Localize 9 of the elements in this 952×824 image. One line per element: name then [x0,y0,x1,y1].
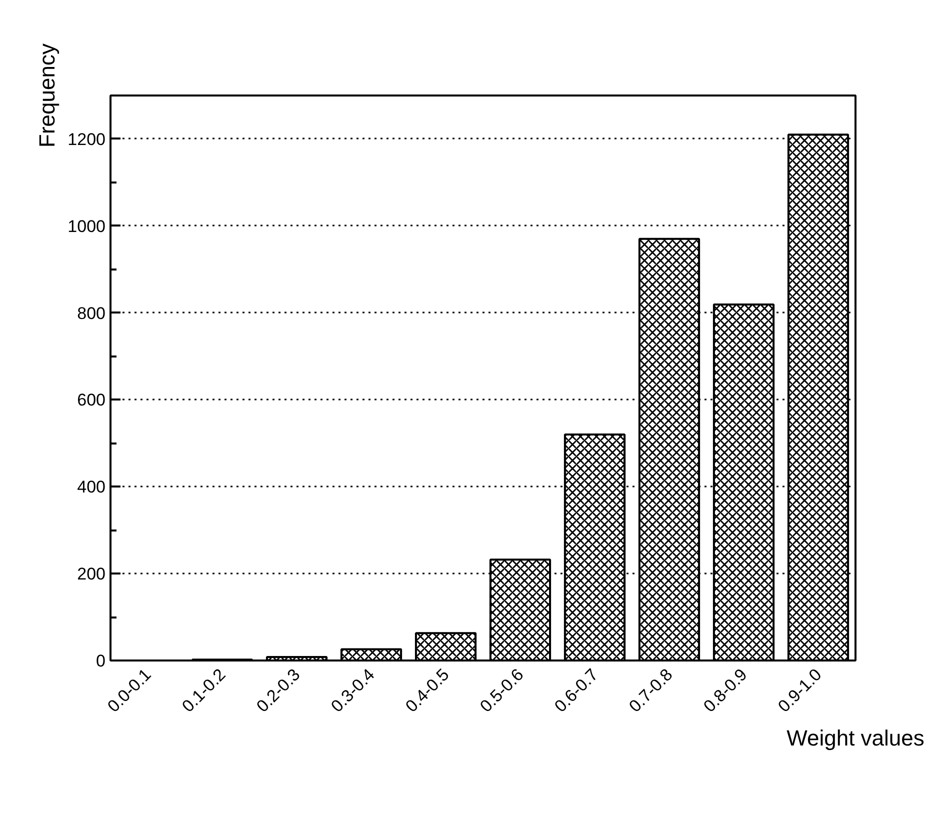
y-tick-label: 200 [77,564,106,584]
y-tick-label: 800 [77,304,106,323]
y-tick-label: 1000 [68,216,106,236]
y-tick-label: 400 [77,478,106,497]
y-tick-label: 600 [77,390,106,410]
y-tick-label: 1200 [68,130,106,149]
y-axis-title: Frequency [34,44,60,148]
y-tick-label: 0 [96,652,106,670]
x-axis-title: Weight values [786,725,924,750]
